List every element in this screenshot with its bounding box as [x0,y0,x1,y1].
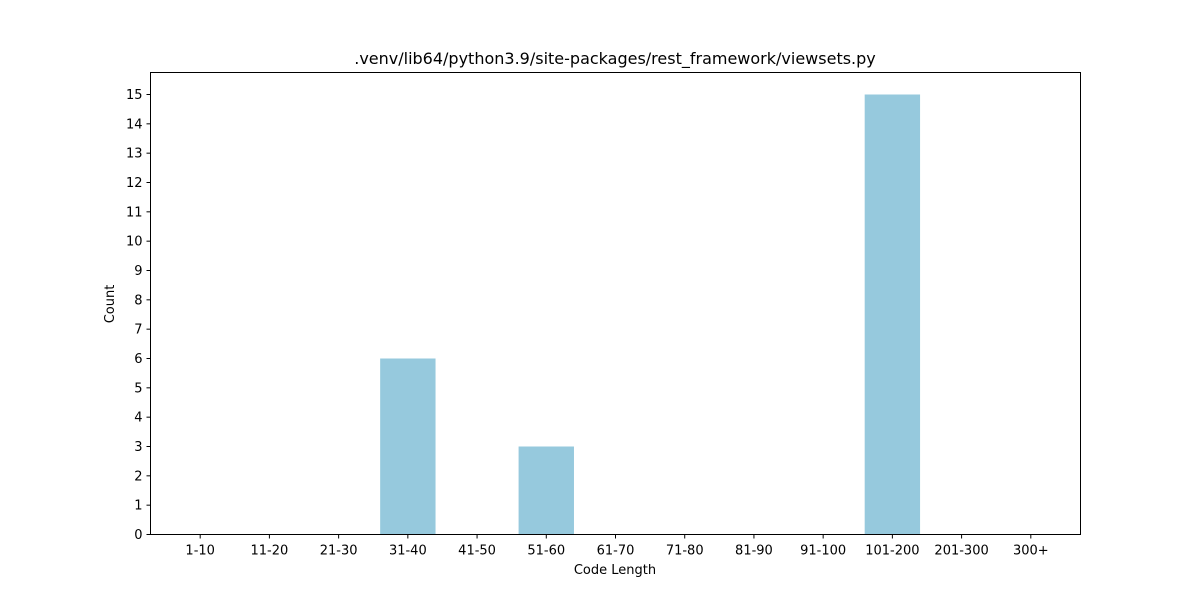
x-tick-label: 41-50 [458,544,496,559]
x-tick-label: 81-90 [735,544,773,559]
y-tick-label: 10 [126,235,143,250]
x-tick-label: 11-20 [251,544,289,559]
y-axis-label: Count [103,285,118,324]
x-tick-label: 91-100 [800,544,846,559]
x-tick-label: 300+ [1013,544,1049,559]
y-tick-label: 5 [134,381,142,396]
bar-31-40 [380,358,436,535]
y-tick-label: 0 [134,528,142,543]
x-tick-label: 21-30 [320,544,358,559]
x-tick-label: 71-80 [666,544,704,559]
x-axis-label: Code Length [574,563,656,578]
y-tick-label: 2 [134,469,142,484]
x-tick-label: 61-70 [597,544,635,559]
x-tick-label: 1-10 [185,544,215,559]
y-tick-label: 13 [126,147,143,162]
bar-101-200 [864,94,921,535]
y-tick-label: 8 [134,293,142,308]
plot-frame [150,72,1081,535]
y-tick-label: 11 [126,205,143,220]
y-tick-label: 12 [126,176,143,191]
chart-title: .venv/lib64/python3.9/site-packages/rest… [354,49,876,69]
bars-layer [380,94,921,535]
x-tick-label: 31-40 [389,544,427,559]
bar-51-60 [518,446,574,535]
y-tick-label: 7 [134,323,142,338]
x-axis: 1-10 11-20 21-30 31-40 41-50 51-60 61-70 71-80 8… [185,534,1049,559]
x-tick-label: 201-300 [934,544,988,559]
y-tick-label: 15 [126,88,143,103]
y-tick-label: 14 [126,117,143,132]
y-tick-label: 9 [134,264,142,279]
x-tick-label: 51-60 [527,544,565,559]
y-tick-label: 1 [134,499,142,514]
y-tick-label: 4 [134,411,142,426]
y-tick-label: 6 [134,352,142,367]
y-tick-label: 3 [134,440,142,455]
x-tick-label: 101-200 [865,544,919,559]
